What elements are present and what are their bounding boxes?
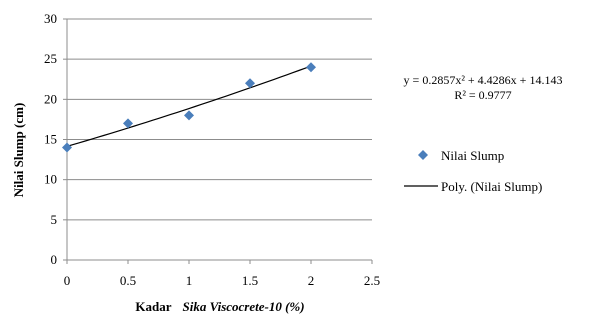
axes — [63, 18, 373, 264]
data-point-3 — [245, 78, 255, 89]
x-tick-label-5: 2.5 — [364, 273, 380, 288]
x-tick-label-3: 1.5 — [242, 273, 258, 288]
y-tick-label-2: 10 — [44, 172, 57, 187]
x-axis-title: Kadar Sika Viscocrete-10 (%) — [135, 299, 304, 314]
trendline-equation: y = 0.2857x² + 4.4286x + 14.143 — [404, 73, 563, 87]
y-tick-labels: 0 5 10 15 20 25 30 — [44, 11, 57, 267]
y-tick-label-3: 15 — [44, 132, 57, 147]
y-tick-label-6: 30 — [44, 11, 57, 26]
x-axis-title-prefix: Kadar — [135, 299, 171, 314]
x-tick-label-2: 1 — [186, 273, 193, 288]
trendline-poly — [66, 65, 312, 147]
x-tick-label-4: 2 — [308, 273, 315, 288]
r-squared: R² = 0.9777 — [454, 88, 511, 102]
data-point-1 — [123, 118, 133, 129]
data-points — [62, 62, 316, 153]
data-point-2 — [184, 110, 194, 121]
x-tick-labels: 0 0.5 1 1.5 2 2.5 — [64, 273, 380, 288]
y-tick-label-1: 5 — [51, 212, 58, 227]
y-tick-label-0: 0 — [51, 252, 58, 267]
x-tick-label-1: 0.5 — [120, 273, 136, 288]
data-point-4 — [306, 62, 316, 73]
legend: Nilai Slump Poly. (Nilai Slump) — [404, 148, 542, 194]
legend-label-trend: Poly. (Nilai Slump) — [441, 179, 542, 194]
gridlines — [67, 18, 372, 221]
y-axis-title: Nilai Slump (cm) — [11, 103, 26, 198]
x-tick-label-0: 0 — [64, 273, 71, 288]
y-tick-label-5: 25 — [44, 51, 57, 66]
legend-label-series: Nilai Slump — [441, 148, 504, 163]
legend-marker-diamond — [418, 150, 428, 160]
data-point-0 — [62, 142, 72, 153]
x-axis-title-italic: Sika Viscocrete-10 (%) — [183, 299, 305, 314]
y-tick-label-4: 20 — [44, 91, 57, 106]
